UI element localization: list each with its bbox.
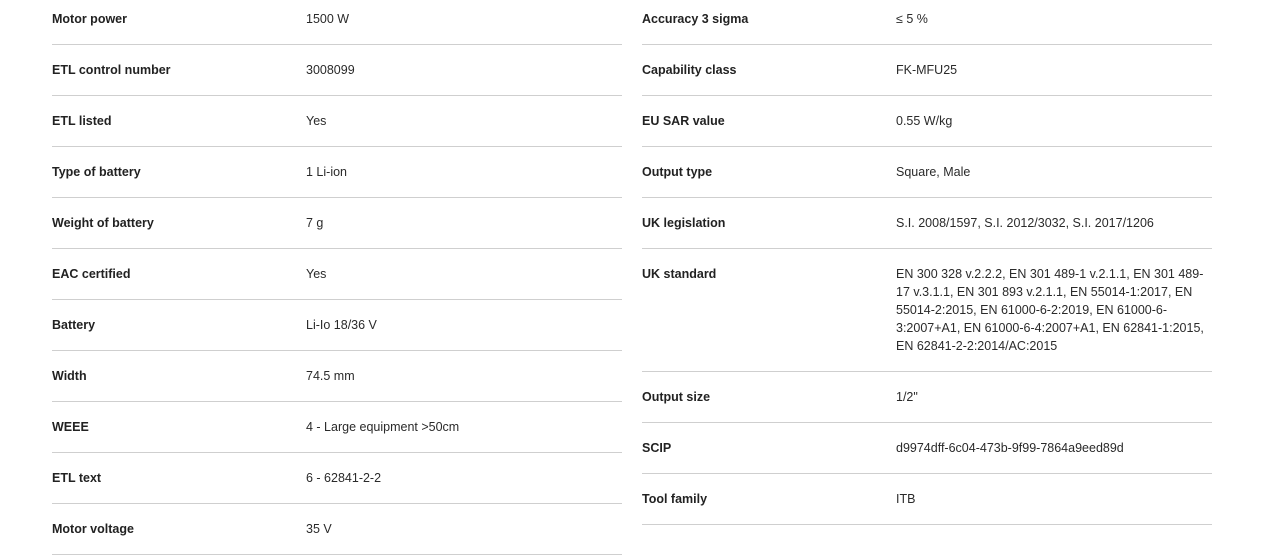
spec-value: FK-MFU25 [896,63,958,77]
spec-row: WEEE 4 - Large equipment >50cm [52,402,622,453]
spec-label: Width [52,369,87,383]
spec-row: Capability class FK-MFU25 [642,45,1212,96]
spec-row: Motor power 1500 W [52,0,622,45]
spec-label: Accuracy 3 sigma [642,12,749,26]
spec-row: SCIP d9974dff-6c04-473b-9f99-7864a9eed89d [642,423,1212,474]
spec-row: Type of battery 1 Li-ion [52,147,622,198]
spec-label: Output type [642,165,713,179]
spec-value: S.I. 2008/1597, S.I. 2012/3032, S.I. 201… [896,216,1154,230]
spec-label: UK legislation [642,216,726,230]
spec-value: 35 V [306,522,332,536]
spec-label: Motor power [52,12,127,26]
spec-label: SCIP [642,441,672,455]
spec-row: Accuracy 3 sigma ≤ 5 % [642,0,1212,45]
spec-value: 1 Li-ion [306,165,347,179]
spec-label: WEEE [52,420,89,434]
spec-label: EAC certified [52,267,131,281]
spec-value: Square, Male [896,165,971,179]
spec-label: Battery [52,318,96,332]
spec-value: Li-Io 18/36 V [306,318,377,332]
spec-value: 3008099 [306,63,355,77]
spec-label: UK standard [642,267,717,281]
spec-value: 1500 W [306,12,350,26]
spec-row: Battery Li-Io 18/36 V [52,300,622,351]
spec-table-right: Accuracy 3 sigma ≤ 5 % Capability class FK-… [642,0,1212,525]
spec-row: ETL text 6 - 62841-2-2 [52,453,622,504]
spec-table-left: Motor power 1500 W ETL control number 30080… [52,0,622,555]
spec-value: EN 300 328 v.2.2.2, EN 301 489-1 v.2.1.1… [896,267,1204,353]
spec-value: 1/2" [896,390,918,404]
spec-value: 4 - Large equipment >50cm [306,420,460,434]
spec-value: 74.5 mm [306,369,355,383]
spec-value: 6 - 62841-2-2 [306,471,382,485]
spec-value: 7 g [306,216,324,230]
spec-value: Yes [306,114,327,128]
spec-label: Weight of battery [52,216,154,230]
spec-row: UK standard EN 300 328 v.2.2.2, EN 301 48… [642,249,1212,372]
spec-row: Weight of battery 7 g [52,198,622,249]
spec-row: ETL listed Yes [52,96,622,147]
spec-row: EU SAR value 0.55 W/kg [642,96,1212,147]
spec-label: Output size [642,390,711,404]
spec-row: UK legislation S.I. 2008/1597, S.I. 2012/… [642,198,1212,249]
spec-row: Motor voltage 35 V [52,504,622,555]
spec-value: 0.55 W/kg [896,114,953,128]
spec-row: Tool family ITB [642,474,1212,525]
spec-row: ETL control number 3008099 [52,45,622,96]
spec-label: ETL text [52,471,102,485]
spec-row: EAC certified Yes [52,249,622,300]
spec-value: ≤ 5 % [896,12,928,26]
spec-label: Capability class [642,63,737,77]
spec-value: d9974dff-6c04-473b-9f99-7864a9eed89d [896,441,1124,455]
spec-value: Yes [306,267,327,281]
spec-row: Output size 1/2" [642,372,1212,423]
spec-label: Motor voltage [52,522,134,536]
spec-label: Tool family [642,492,708,506]
spec-row: Output type Square, Male [642,147,1212,198]
spec-label: Type of battery [52,165,141,179]
spec-label: ETL control number [52,63,171,77]
spec-label: EU SAR value [642,114,725,128]
spec-label: ETL listed [52,114,112,128]
spec-row: Width 74.5 mm [52,351,622,402]
spec-value: ITB [896,492,916,506]
